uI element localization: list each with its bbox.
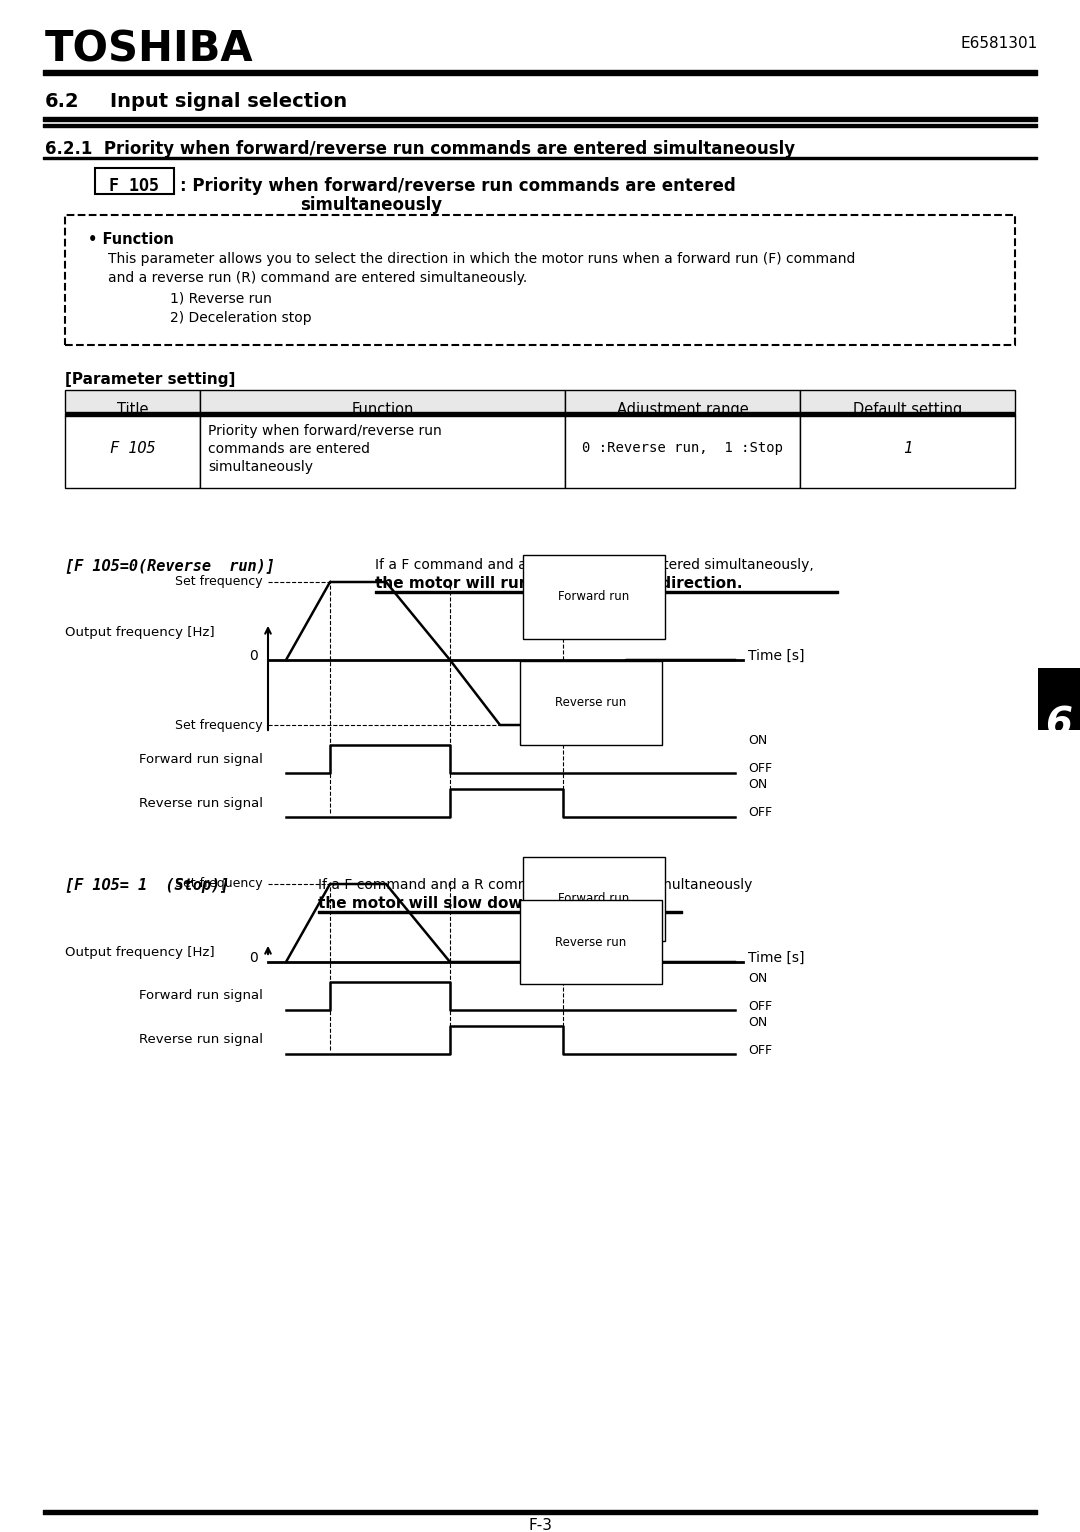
Bar: [565, 391, 800, 412]
Text: If a F command and a R command are entered simultaneously: If a F command and a R command are enter…: [318, 878, 753, 892]
Text: This parameter allows you to select the direction in which the motor runs when a: This parameter allows you to select the …: [108, 251, 855, 267]
Text: and a reverse run (R) command are entered simultaneously.: and a reverse run (R) command are entere…: [108, 271, 527, 285]
FancyBboxPatch shape: [95, 169, 174, 195]
Text: ON: ON: [748, 778, 767, 792]
Text: : Priority when forward/reverse run commands are entered: : Priority when forward/reverse run comm…: [180, 178, 735, 195]
Text: Time [s]: Time [s]: [748, 650, 805, 663]
Text: the motor will slow down to a stop.: the motor will slow down to a stop.: [318, 896, 621, 912]
Text: commands are entered: commands are entered: [208, 443, 370, 457]
Bar: [200, 391, 565, 412]
Text: • Function: • Function: [87, 231, 174, 247]
Text: Priority when forward/reverse run: Priority when forward/reverse run: [208, 424, 442, 438]
Text: Reverse run signal: Reverse run signal: [139, 797, 264, 809]
Text: 0 :Reverse run,  1 :Stop: 0 :Reverse run, 1 :Stop: [582, 441, 783, 455]
Text: Reverse run: Reverse run: [555, 697, 626, 709]
Bar: [800, 391, 1015, 412]
Text: 1: 1: [903, 441, 913, 457]
Text: OFF: OFF: [748, 999, 772, 1013]
Text: Forward run signal: Forward run signal: [139, 990, 264, 1002]
Text: 6: 6: [1045, 705, 1072, 743]
Text: TOSHIBA: TOSHIBA: [45, 28, 254, 70]
Text: Reverse run signal: Reverse run signal: [139, 1034, 264, 1046]
Bar: [800, 417, 1015, 489]
Text: Output frequency [Hz]: Output frequency [Hz]: [65, 945, 215, 959]
Text: Reverse run: Reverse run: [555, 936, 626, 948]
Bar: [65, 391, 200, 412]
Text: Default setting: Default setting: [853, 401, 962, 417]
Text: [F 1O5=0(Reverse  run)]: [F 1O5=0(Reverse run)]: [65, 558, 275, 573]
Text: OFF: OFF: [748, 806, 772, 820]
Text: Input signal selection: Input signal selection: [110, 92, 347, 110]
Text: Function: Function: [351, 401, 414, 417]
Text: the motor will run in the reverse direction.: the motor will run in the reverse direct…: [375, 576, 743, 591]
Text: Set frequency: Set frequency: [175, 719, 264, 731]
Text: Forward run signal: Forward run signal: [139, 752, 264, 766]
Text: simultaneously: simultaneously: [300, 196, 442, 214]
Text: F 1O5: F 1O5: [109, 178, 159, 195]
Text: Forward run: Forward run: [558, 590, 630, 604]
Text: ON: ON: [748, 734, 767, 748]
Text: 0: 0: [249, 951, 258, 965]
Text: E6581301: E6581301: [961, 35, 1038, 51]
Text: Forward run: Forward run: [558, 893, 630, 905]
Text: simultaneously: simultaneously: [208, 460, 313, 473]
Text: Output frequency [Hz]: Output frequency [Hz]: [65, 627, 215, 639]
Text: 6.2.1  Priority when forward/reverse run commands are entered simultaneously: 6.2.1 Priority when forward/reverse run …: [45, 139, 795, 158]
Text: 0: 0: [249, 650, 258, 663]
Text: ON: ON: [748, 971, 767, 985]
Text: Set frequency: Set frequency: [175, 878, 264, 890]
Text: F 1O5: F 1O5: [110, 441, 156, 457]
Text: Title: Title: [117, 401, 148, 417]
Text: Adjustment range: Adjustment range: [617, 401, 748, 417]
Text: ON: ON: [748, 1016, 767, 1028]
Text: OFF: OFF: [748, 763, 772, 775]
Text: 6.2: 6.2: [45, 92, 80, 110]
Text: [Parameter setting]: [Parameter setting]: [65, 372, 235, 388]
Text: 1) Reverse run: 1) Reverse run: [170, 293, 272, 306]
Bar: [1038, 668, 1080, 731]
Bar: [565, 417, 800, 489]
Text: F-3: F-3: [528, 1518, 552, 1532]
Bar: [200, 417, 565, 489]
Text: Time [s]: Time [s]: [748, 951, 805, 965]
Text: If a F command and a R command are entered simultaneously,: If a F command and a R command are enter…: [375, 558, 813, 571]
Bar: [65, 417, 200, 489]
Text: [F 1O5= 1  (Stop)]: [F 1O5= 1 (Stop)]: [65, 878, 229, 893]
Bar: [65, 214, 1015, 345]
Text: OFF: OFF: [748, 1043, 772, 1057]
Text: Set frequency: Set frequency: [175, 576, 264, 588]
Text: 2) Deceleration stop: 2) Deceleration stop: [170, 311, 312, 325]
